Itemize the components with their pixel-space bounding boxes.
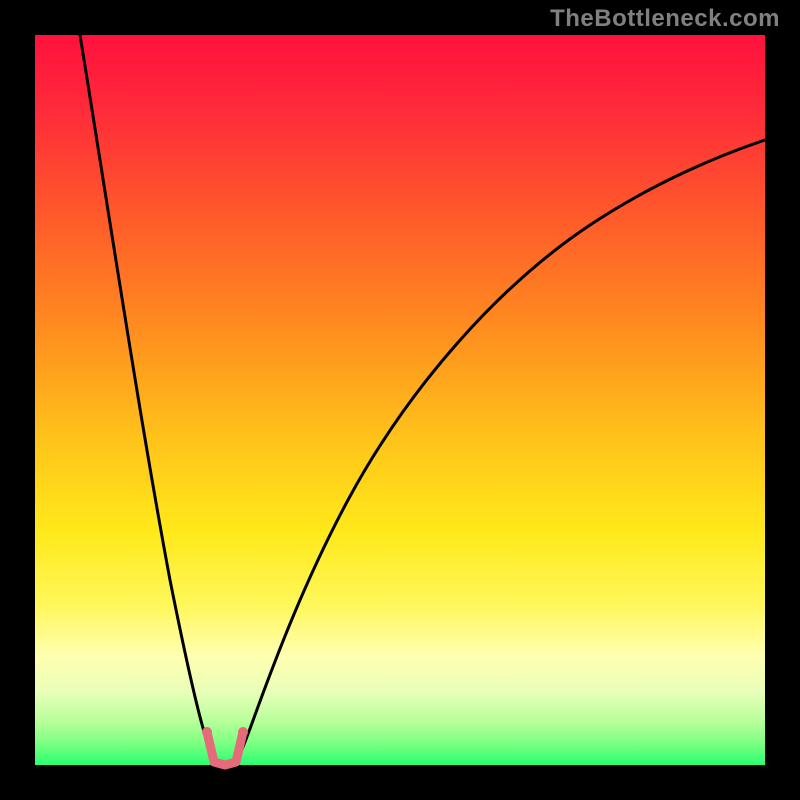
watermark-text: TheBottleneck.com [550, 5, 780, 33]
chart-plot-area [35, 35, 765, 765]
valley-marker-dot-right [238, 727, 248, 737]
bottleneck-chart [0, 0, 800, 800]
valley-marker-dot-left [202, 727, 212, 737]
